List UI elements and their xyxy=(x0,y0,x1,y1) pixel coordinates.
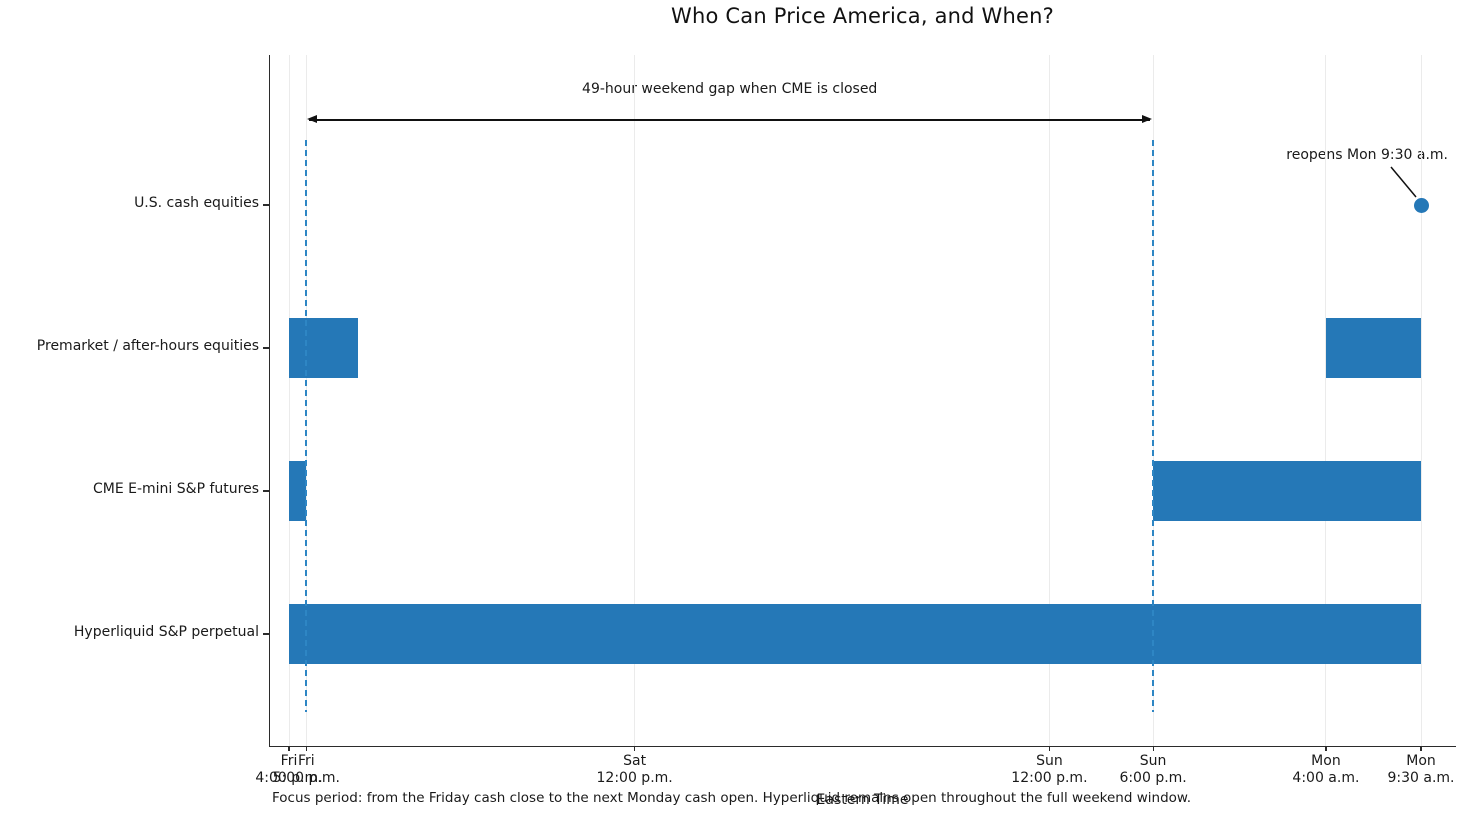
x-tick-label: Mon 4:00 a.m. xyxy=(1261,753,1391,786)
cme-closed-boundary-line xyxy=(305,140,308,712)
reopens-annotation-text: reopens Mon 9:30 a.m. xyxy=(1286,147,1448,163)
x-gridline xyxy=(1325,55,1327,746)
gap-annotation-text: 49-hour weekend gap when CME is closed xyxy=(582,81,878,97)
x-tick-day: Sat xyxy=(623,753,647,769)
y-tick-label: Hyperliquid S&P perpetual xyxy=(73,624,259,640)
x-gridline xyxy=(288,55,290,746)
y-tick-mark xyxy=(263,490,270,492)
y-tick-label: Premarket / after-hours equities xyxy=(36,338,259,354)
x-tick-day: Fri xyxy=(297,753,315,769)
figure-caption: Focus period: from the Friday cash close… xyxy=(272,790,1191,806)
x-tick-day: Sun xyxy=(1139,753,1167,769)
x-tick-mark xyxy=(1048,746,1051,751)
chart-title: Who Can Price America, and When? xyxy=(670,4,1055,28)
x-gridline xyxy=(1420,55,1422,746)
y-axis-spine xyxy=(269,55,271,746)
arrowhead-right-icon xyxy=(1142,115,1153,123)
timeline-bar xyxy=(289,604,1421,664)
x-tick-day: Mon xyxy=(1406,753,1436,769)
x-axis-spine xyxy=(269,746,1456,748)
x-tick-time: 6:00 p.m. xyxy=(1119,769,1187,786)
reopen-marker-dot xyxy=(1413,197,1429,213)
timeline-bar xyxy=(289,461,307,521)
x-tick-label: Mon 9:30 a.m. xyxy=(1356,753,1463,786)
x-tick-time: 4:00 a.m. xyxy=(1292,769,1360,786)
y-tick-label: U.S. cash equities xyxy=(134,195,259,211)
x-tick-day: Sun xyxy=(1036,753,1063,769)
x-tick-time: 4:00 p.m. xyxy=(255,769,323,786)
x-tick-mark xyxy=(1420,746,1422,751)
cme-closed-boundary-line xyxy=(1152,140,1154,712)
reopens-annotation-leader-line xyxy=(1390,166,1417,198)
x-tick-mark xyxy=(305,746,307,751)
x-tick-label: Sat 12:00 p.m. xyxy=(570,753,700,786)
x-tick-time: 12:00 p.m. xyxy=(1011,769,1088,786)
x-tick-label: Fri 4:00 p.m. xyxy=(224,753,354,786)
x-axis-label: Eastern Time xyxy=(816,792,909,808)
y-tick-mark xyxy=(263,347,270,349)
x-tick-time: 9:30 a.m. xyxy=(1387,769,1455,786)
x-tick-label: Sun 6:00 p.m. xyxy=(1088,753,1218,786)
timeline-bar xyxy=(289,318,359,378)
gap-arrow xyxy=(307,115,1153,123)
y-tick-mark xyxy=(263,633,270,635)
y-tick-mark xyxy=(263,204,270,206)
x-tick-day: Mon xyxy=(1311,753,1341,769)
arrowhead-left-icon xyxy=(307,115,318,123)
timeline-bar xyxy=(1153,461,1421,521)
x-tick-time: 5:00 p.m. xyxy=(272,769,340,786)
x-tick-label: Fri 5:00 p.m. xyxy=(241,753,371,786)
y-tick-label: CME E-mini S&P futures xyxy=(92,481,259,497)
x-tick-mark xyxy=(634,746,636,751)
x-tick-time: 12:00 p.m. xyxy=(596,769,673,786)
timeline-bar xyxy=(1325,318,1421,378)
x-gridline xyxy=(634,55,636,746)
x-tick-label: Sun 12:00 p.m. xyxy=(984,753,1114,786)
x-tick-mark xyxy=(1325,746,1327,751)
x-gridline xyxy=(1048,55,1050,746)
x-tick-day: Fri xyxy=(280,753,298,769)
x-tick-mark xyxy=(288,746,290,751)
x-tick-mark xyxy=(1152,746,1154,751)
